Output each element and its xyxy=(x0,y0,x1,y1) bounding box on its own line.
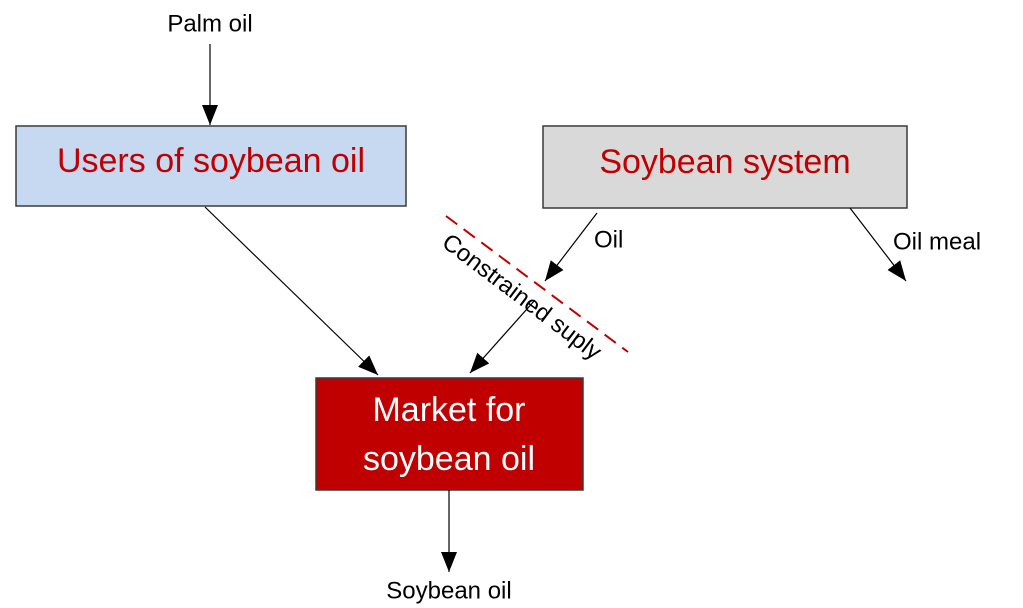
oil-meal-label: Oil meal xyxy=(893,228,981,255)
arrow xyxy=(204,206,379,376)
constraint-label: Constrained suply xyxy=(437,228,607,365)
soybean-system-label: Soybean system xyxy=(599,143,850,181)
market-label-line: Market for xyxy=(372,391,525,429)
users-label: Users of soybean oil xyxy=(57,142,365,180)
users-box xyxy=(15,125,407,207)
oil-label: Oil xyxy=(594,226,623,253)
arrow xyxy=(544,212,598,282)
constraint-line xyxy=(445,215,629,353)
soybean-oil-label: Soybean oil xyxy=(386,577,511,604)
arrow xyxy=(849,207,907,282)
market-label-line: soybean oil xyxy=(363,440,535,478)
soybean-system-box xyxy=(542,125,908,209)
arrow xyxy=(469,299,536,374)
palm-oil-label: Palm oil xyxy=(167,10,252,37)
